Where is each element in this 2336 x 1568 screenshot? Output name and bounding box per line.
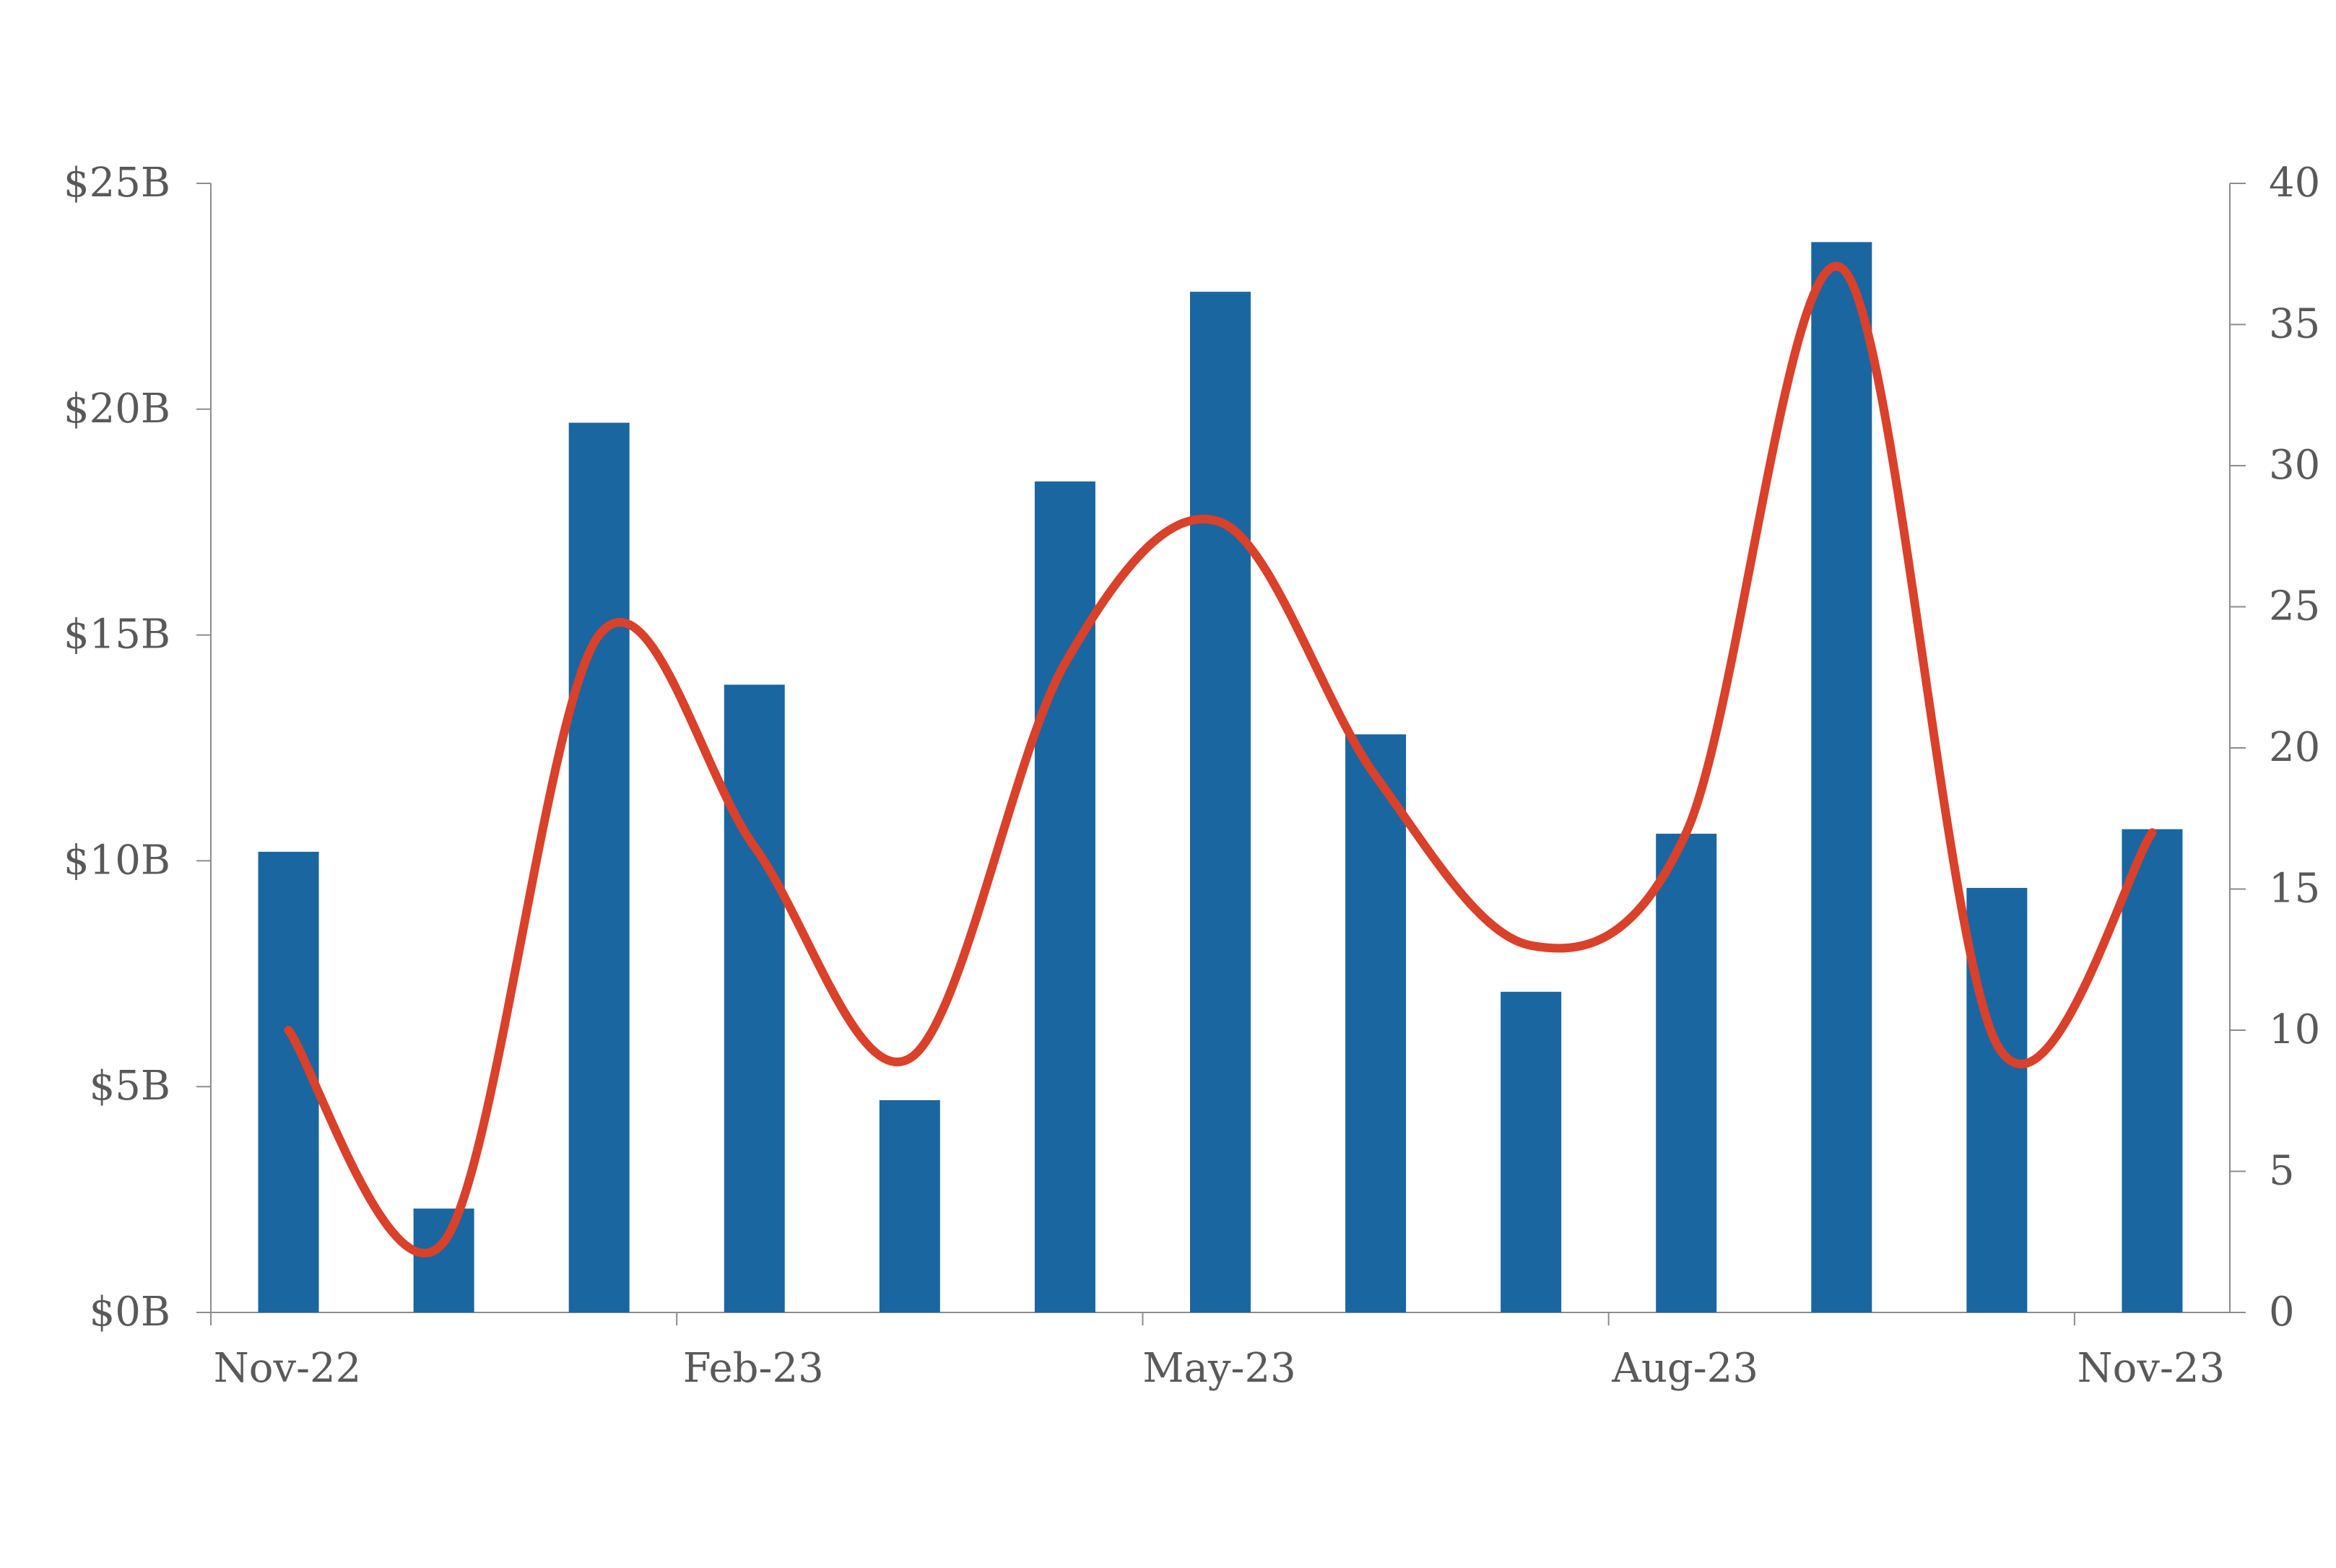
bar [1190,292,1251,1312]
y-left-tick-label: $25B [64,160,170,206]
bar [724,684,785,1312]
y-left-tick-label: $5B [90,1063,170,1110]
bar [1656,833,1717,1312]
y-right-tick-label: 10 [2269,1006,2320,1053]
line-series [284,261,2157,1258]
x-tick-label: Aug-23 [1611,1345,1758,1392]
y-left-tick-label: $10B [64,837,170,884]
y-right-tick-label: 25 [2269,583,2320,630]
y-right-tick-label: 15 [2269,866,2320,913]
bar [879,1099,940,1312]
line-path [284,261,2157,1258]
y-left-tick-label: $20B [64,386,170,432]
y-right-tick-label: 5 [2269,1148,2295,1195]
bar [2122,829,2183,1312]
bar [413,1208,474,1312]
bar [1501,991,1562,1312]
y-right-tick-label: 0 [2269,1289,2295,1336]
x-tick-label: Feb-23 [683,1345,824,1392]
y-right-tick-label: 40 [2269,160,2320,206]
bar [1811,242,1872,1312]
x-tick-label: Nov-22 [214,1345,362,1392]
bar [258,851,319,1312]
bar-series [258,242,2183,1312]
bar [568,422,630,1312]
bar [1345,734,1407,1312]
y-right-tick-label: 20 [2269,724,2320,771]
y-left-tick-label: $15B [64,611,170,658]
y-left-tick-label: $0B [90,1289,170,1336]
y-right-tick-label: 35 [2269,301,2320,348]
tick-labels: $0B $5B $10B $15B $20B $25B 0 5 10 15 20 25 30 35 40 No… [64,160,2320,1392]
x-tick-label: Nov-23 [2077,1345,2226,1392]
bar [1966,887,2028,1312]
y-right-tick-label: 30 [2269,442,2320,489]
x-tick-label: May-23 [1142,1345,1296,1392]
bar [1034,481,1095,1312]
